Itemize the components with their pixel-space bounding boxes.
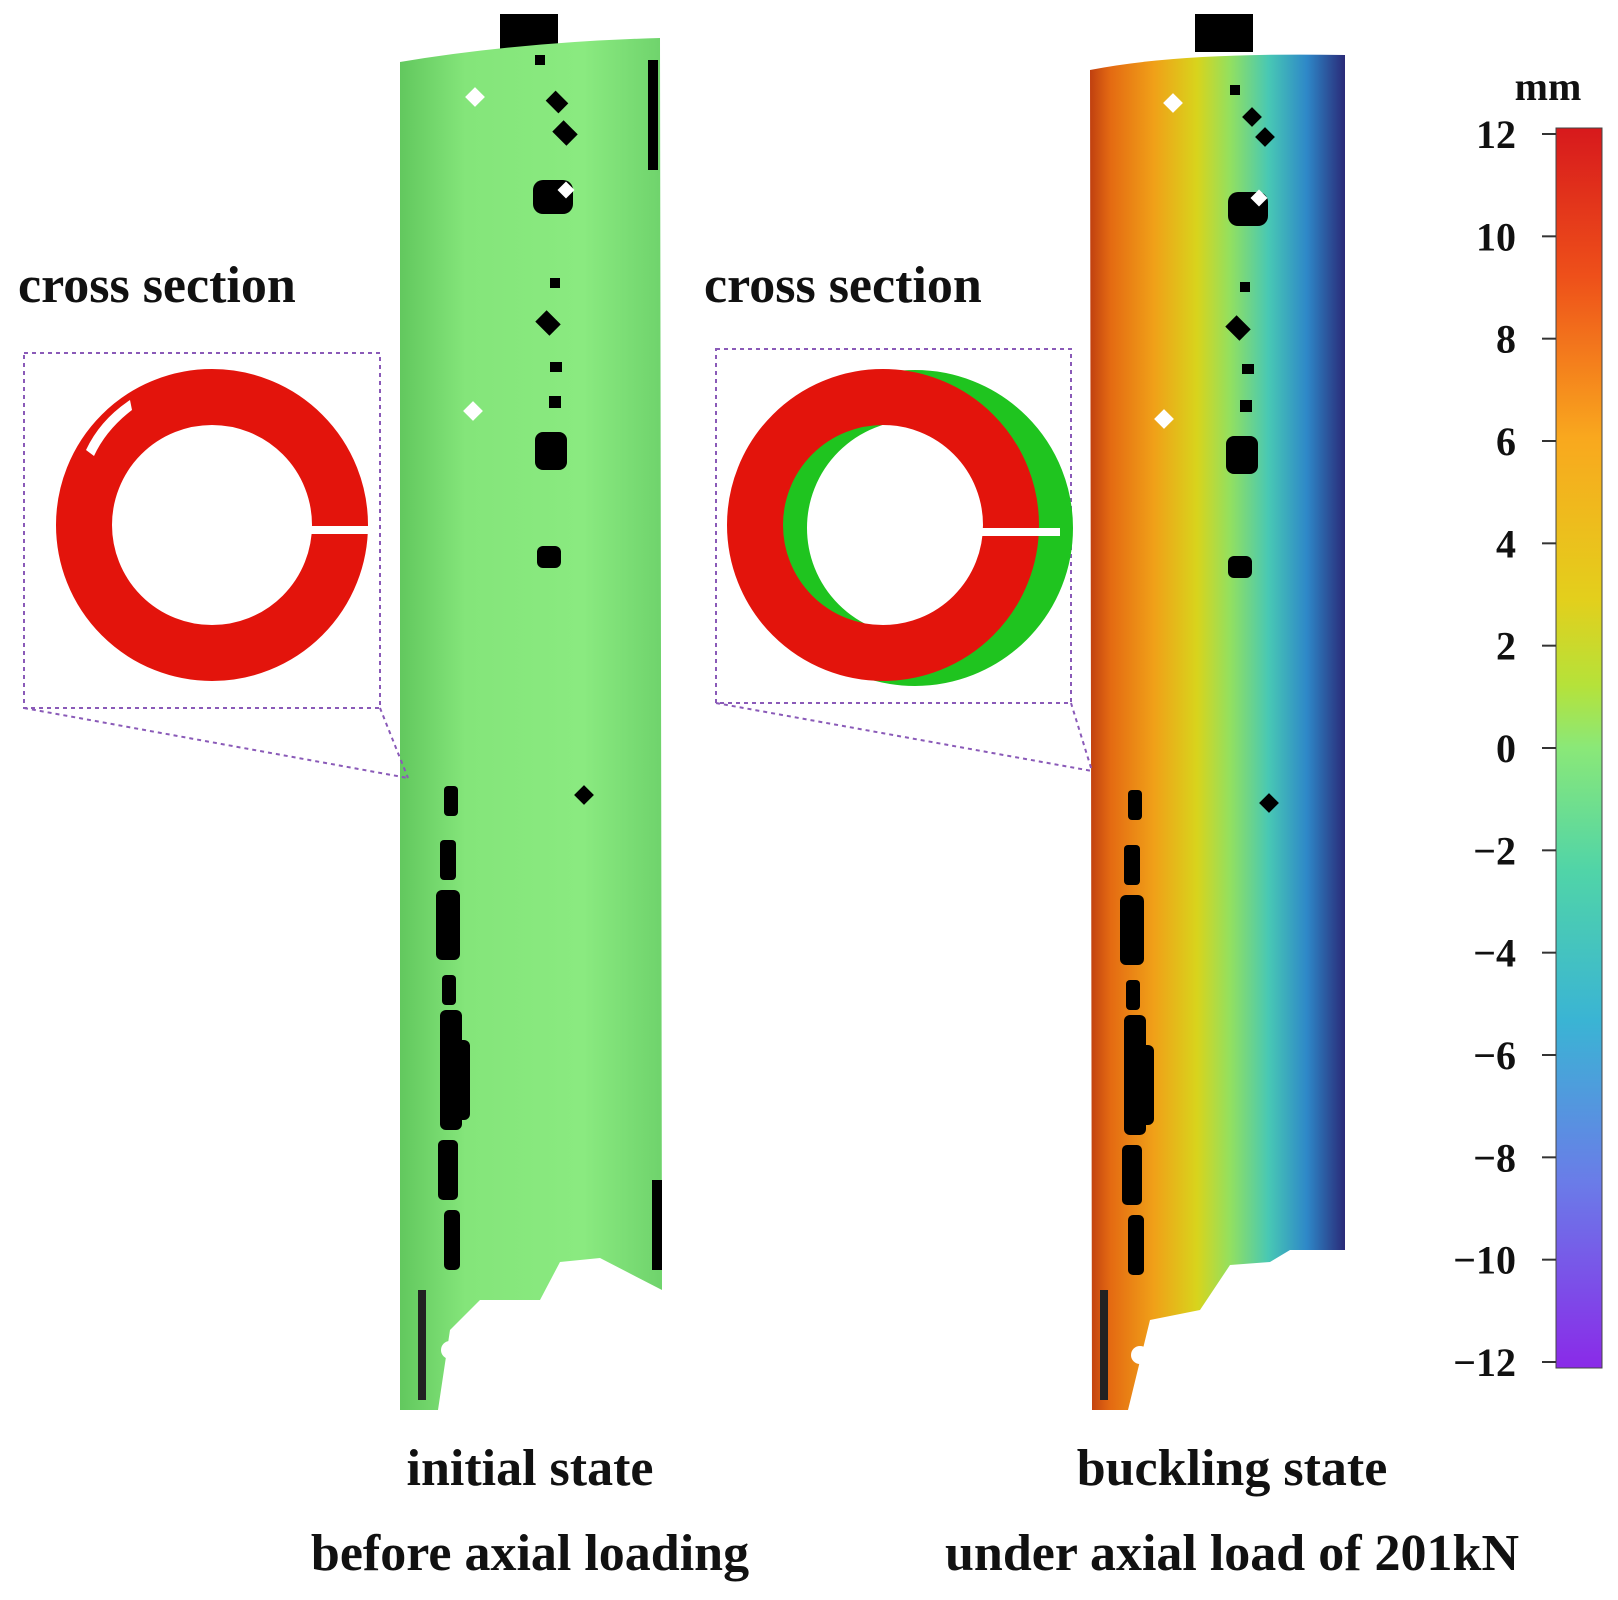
cross-section-ring <box>56 369 368 681</box>
cross-section-ring-initial <box>727 369 1039 681</box>
initial-cross-section-inset <box>23 352 409 779</box>
initial-caption-line1: initial state <box>407 1440 654 1497</box>
buckled-column <box>1090 14 1345 1411</box>
initial-caption-line2: before axial loading <box>311 1525 749 1582</box>
surface-artifact <box>652 1180 662 1270</box>
colorbar-tick-label: −12 <box>1453 1340 1516 1385</box>
ring-gap <box>980 528 1060 536</box>
colorbar-tick-label: −2 <box>1473 828 1516 873</box>
colorbar-unit: mm <box>1515 64 1582 109</box>
colorbar-tick-label: 2 <box>1496 624 1516 669</box>
column-cap <box>1195 14 1253 52</box>
white-speckles-lower <box>441 1307 598 1383</box>
initial-column <box>400 14 662 1410</box>
colorbar-tick-label: 6 <box>1496 419 1516 464</box>
inset-leader-line <box>715 702 1093 772</box>
damage-strip <box>1100 790 1154 1400</box>
colorbar-gradient <box>1555 127 1603 1369</box>
inset-outline <box>23 352 381 709</box>
buckled-cross-section-inset <box>715 348 1093 772</box>
colorbar-tick-label: 4 <box>1496 521 1516 566</box>
colorbar-ticks: 12 10 8 6 4 2 0 −2 −4 −6 −8 −10 −12 <box>1453 112 1556 1385</box>
buckled-caption-line1: buckling state <box>1077 1440 1388 1497</box>
white-speckles-lower <box>1131 1314 1283 1386</box>
buckled-column-surface <box>1090 54 1345 1411</box>
colorbar-tick-label: 10 <box>1476 214 1516 259</box>
colorbar-tick-label: 0 <box>1496 726 1516 771</box>
initial-column-surface <box>400 38 662 1410</box>
colorbar-tick-label: −6 <box>1473 1033 1516 1078</box>
ring-white-flake <box>86 400 132 456</box>
buckled-caption-line2: under axial load of 201kN <box>945 1525 1519 1582</box>
buckled-cross-section-label: cross section <box>704 257 982 314</box>
colorbar-tick-label: 8 <box>1496 317 1516 362</box>
colorbar-tick-label: 12 <box>1476 112 1516 157</box>
ring-gap <box>300 526 370 534</box>
damage-strip <box>418 786 470 1400</box>
marker-dots-upper <box>1225 85 1279 813</box>
colorbar-tick-label: −8 <box>1473 1135 1516 1180</box>
initial-cross-section-label: cross section <box>18 257 296 314</box>
inset-leader-line <box>23 707 409 779</box>
colorbar-tick-label: −10 <box>1453 1238 1516 1283</box>
surface-artifact <box>648 60 658 170</box>
white-speckles <box>463 87 575 421</box>
colorbar-tick-label: −4 <box>1473 931 1516 976</box>
inset-leader-line <box>1070 702 1093 772</box>
colorbar: mm 12 10 8 6 4 2 0 −2 −4 −6 −8 −10 −12 <box>1453 64 1603 1385</box>
